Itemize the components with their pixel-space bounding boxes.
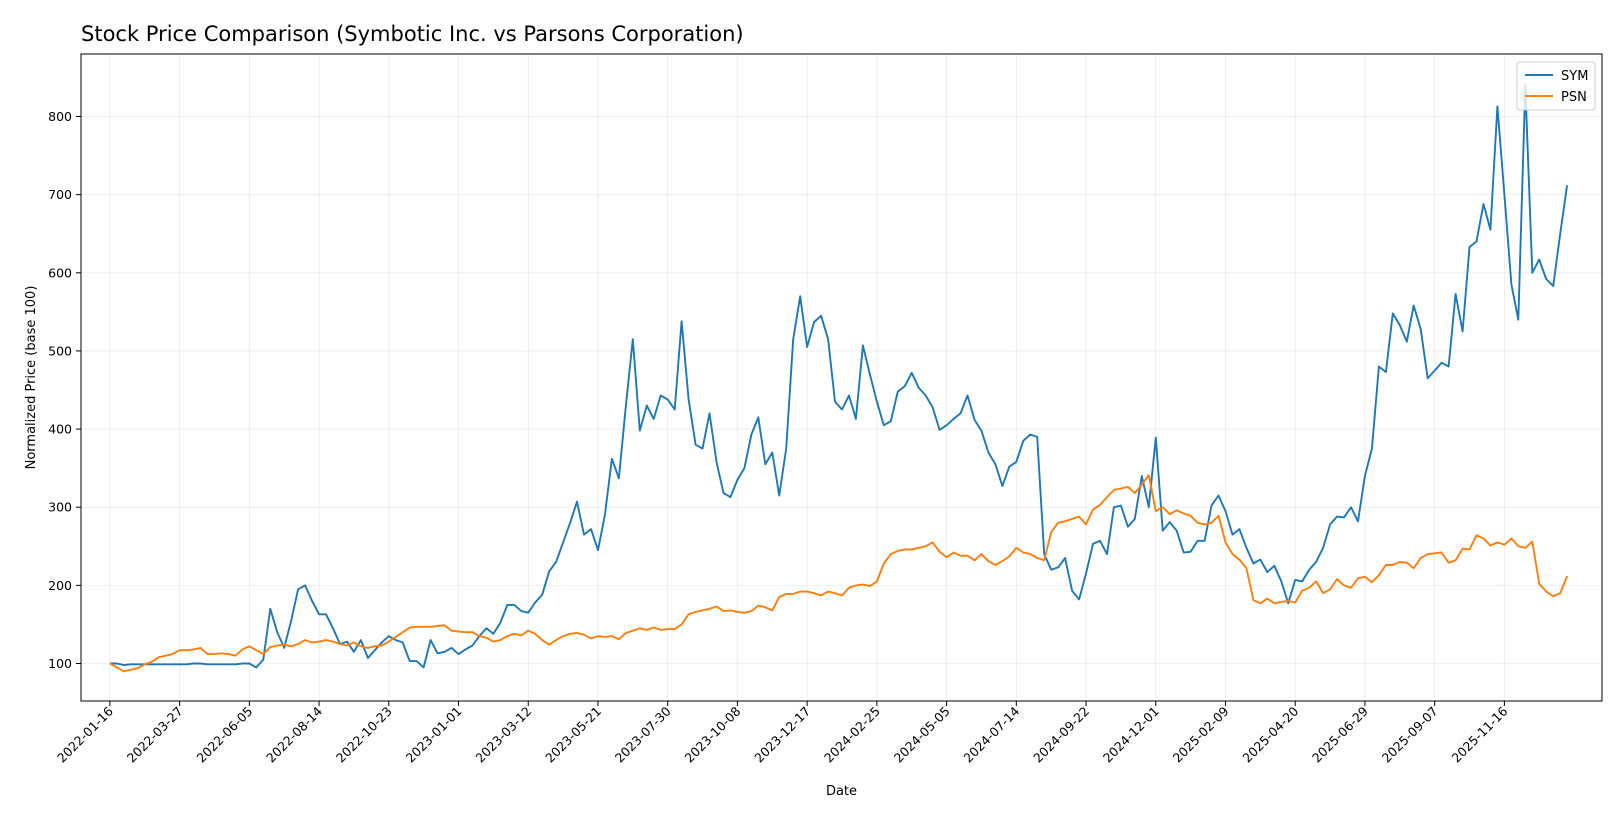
x-axis-label: Date [826,784,857,799]
chart-title: Stock Price Comparison (Symbotic Inc. vs… [81,22,744,46]
series-line-psn [109,474,1568,673]
y-tick-label: 400 [48,422,72,437]
y-tick-label: 700 [48,187,72,202]
y-tick-label: 200 [48,578,72,593]
y-tick-label: 600 [48,265,72,280]
y-tick-label: 500 [48,343,72,358]
series-line-sym [109,84,1569,669]
legend: SYM PSN [1516,61,1596,111]
y-axis-label: Normalized Price (base 100) [24,286,39,470]
y-tick-label: 800 [48,109,72,124]
grid [81,54,1602,701]
series-lines [109,84,1569,673]
y-axis: 100 200 300 400 500 600 700 800 [48,109,81,671]
legend-label-sym: SYM [1561,69,1588,84]
y-tick-label: 300 [48,500,72,515]
legend-label-psn: PSN [1561,90,1587,105]
y-tick-label: 100 [48,656,72,671]
plot-frame [80,53,1603,702]
